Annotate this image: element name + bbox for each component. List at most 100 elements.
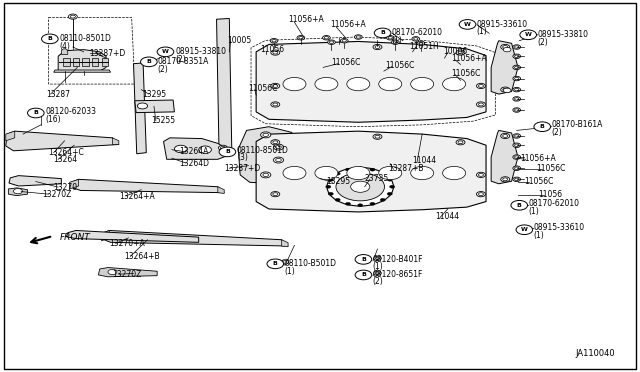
Circle shape xyxy=(220,147,225,149)
Circle shape xyxy=(323,36,330,40)
Circle shape xyxy=(458,141,463,144)
Text: 08170-62010: 08170-62010 xyxy=(392,28,442,38)
Circle shape xyxy=(355,270,372,280)
Circle shape xyxy=(460,20,476,29)
Text: B: B xyxy=(47,36,52,41)
Text: 13287+B: 13287+B xyxy=(388,164,424,173)
Circle shape xyxy=(273,144,284,150)
Polygon shape xyxy=(216,19,232,155)
Text: 10006: 10006 xyxy=(444,47,467,56)
Text: (3): (3) xyxy=(237,153,248,162)
Circle shape xyxy=(374,271,381,275)
Circle shape xyxy=(347,166,370,180)
Circle shape xyxy=(335,198,340,201)
Circle shape xyxy=(281,260,289,264)
Text: (2): (2) xyxy=(372,277,383,286)
Text: 11056: 11056 xyxy=(260,45,284,54)
Polygon shape xyxy=(67,231,198,242)
Circle shape xyxy=(335,172,340,175)
Text: 11056+A: 11056+A xyxy=(330,20,366,29)
Text: B: B xyxy=(147,60,151,64)
Circle shape xyxy=(476,172,485,177)
Circle shape xyxy=(511,201,527,210)
Circle shape xyxy=(263,173,269,176)
Circle shape xyxy=(141,57,157,67)
Text: 15255: 15255 xyxy=(151,116,175,125)
Circle shape xyxy=(276,145,282,149)
Circle shape xyxy=(283,166,306,180)
Circle shape xyxy=(503,47,511,52)
Circle shape xyxy=(413,38,418,40)
Text: 10005: 10005 xyxy=(227,36,252,45)
Polygon shape xyxy=(491,131,518,184)
Circle shape xyxy=(393,41,397,44)
Text: (2): (2) xyxy=(175,55,186,64)
Text: 13287+D: 13287+D xyxy=(89,49,125,58)
Text: 11051H: 11051H xyxy=(410,42,439,51)
Text: FRONT: FRONT xyxy=(60,232,91,242)
Circle shape xyxy=(380,172,385,175)
Circle shape xyxy=(373,44,382,49)
Text: 08120-8651F: 08120-8651F xyxy=(372,270,423,279)
Circle shape xyxy=(108,269,117,275)
Circle shape xyxy=(479,103,483,106)
Polygon shape xyxy=(99,267,157,277)
Circle shape xyxy=(347,77,370,91)
Circle shape xyxy=(387,192,392,195)
Polygon shape xyxy=(256,131,486,212)
Circle shape xyxy=(351,181,370,192)
Polygon shape xyxy=(6,131,119,151)
Circle shape xyxy=(476,102,485,107)
Circle shape xyxy=(500,134,509,138)
Polygon shape xyxy=(256,41,486,122)
Circle shape xyxy=(260,132,271,138)
Circle shape xyxy=(272,39,276,42)
Circle shape xyxy=(513,65,520,70)
Circle shape xyxy=(328,40,335,44)
Circle shape xyxy=(271,102,280,107)
Circle shape xyxy=(388,36,392,39)
Text: 13295: 13295 xyxy=(326,177,351,186)
Circle shape xyxy=(513,134,520,138)
Circle shape xyxy=(330,41,333,44)
Polygon shape xyxy=(491,41,518,94)
Circle shape xyxy=(387,36,394,40)
Circle shape xyxy=(515,144,519,147)
Text: 11044: 11044 xyxy=(435,212,459,221)
Polygon shape xyxy=(135,100,174,113)
Circle shape xyxy=(219,147,236,157)
Polygon shape xyxy=(310,134,323,197)
Polygon shape xyxy=(54,70,111,72)
Circle shape xyxy=(342,39,346,42)
Text: B: B xyxy=(380,31,385,35)
Text: 13270: 13270 xyxy=(53,183,77,192)
Text: 13270+A: 13270+A xyxy=(109,239,145,248)
Circle shape xyxy=(411,166,434,180)
Polygon shape xyxy=(70,179,79,189)
Circle shape xyxy=(515,66,519,68)
Circle shape xyxy=(515,167,519,169)
Text: (1): (1) xyxy=(528,207,539,216)
Circle shape xyxy=(515,77,519,80)
Text: 13270Z: 13270Z xyxy=(42,190,72,199)
Circle shape xyxy=(174,145,187,153)
Polygon shape xyxy=(282,240,288,247)
Circle shape xyxy=(503,88,508,91)
Circle shape xyxy=(370,168,375,171)
Circle shape xyxy=(456,140,465,145)
Circle shape xyxy=(270,38,278,43)
Circle shape xyxy=(513,45,520,49)
Circle shape xyxy=(503,88,511,93)
Polygon shape xyxy=(113,138,119,144)
Text: B: B xyxy=(517,203,522,208)
Circle shape xyxy=(283,77,306,91)
Text: 08110-8501D: 08110-8501D xyxy=(60,34,111,44)
Circle shape xyxy=(458,51,463,54)
Circle shape xyxy=(476,192,485,197)
Circle shape xyxy=(379,166,402,180)
Text: 13270Z: 13270Z xyxy=(113,270,142,279)
Polygon shape xyxy=(8,188,28,196)
Text: 13287: 13287 xyxy=(47,90,70,99)
Text: 11044: 11044 xyxy=(413,156,436,165)
Circle shape xyxy=(515,178,519,180)
